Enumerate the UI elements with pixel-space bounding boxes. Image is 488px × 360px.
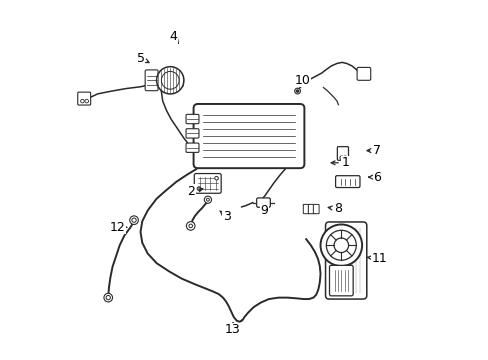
Circle shape <box>161 71 179 89</box>
Circle shape <box>339 156 343 159</box>
Circle shape <box>206 198 209 201</box>
Circle shape <box>85 99 88 103</box>
Text: 10: 10 <box>294 74 310 87</box>
Circle shape <box>106 296 110 300</box>
Circle shape <box>333 238 348 253</box>
Circle shape <box>132 218 136 222</box>
Circle shape <box>81 99 84 103</box>
FancyBboxPatch shape <box>325 222 366 299</box>
FancyBboxPatch shape <box>356 67 370 80</box>
Text: 3: 3 <box>220 210 230 223</box>
Circle shape <box>320 225 362 266</box>
Text: 13: 13 <box>224 323 241 336</box>
Circle shape <box>197 187 201 190</box>
FancyBboxPatch shape <box>308 204 313 214</box>
FancyBboxPatch shape <box>335 176 359 188</box>
Text: 4: 4 <box>169 30 178 44</box>
Text: 9: 9 <box>260 204 267 217</box>
Circle shape <box>104 293 112 302</box>
Circle shape <box>204 196 211 203</box>
FancyBboxPatch shape <box>185 129 199 138</box>
FancyBboxPatch shape <box>185 143 199 152</box>
FancyBboxPatch shape <box>145 70 158 91</box>
Circle shape <box>294 88 300 94</box>
FancyBboxPatch shape <box>313 204 319 214</box>
Text: 12: 12 <box>109 221 126 234</box>
Circle shape <box>186 222 195 230</box>
FancyBboxPatch shape <box>329 265 352 296</box>
Circle shape <box>325 230 356 260</box>
Circle shape <box>156 67 183 94</box>
Text: 7: 7 <box>366 144 381 157</box>
Text: 2: 2 <box>187 185 203 198</box>
FancyBboxPatch shape <box>78 92 90 105</box>
Circle shape <box>129 216 138 225</box>
FancyBboxPatch shape <box>194 174 221 193</box>
Circle shape <box>296 90 298 92</box>
Circle shape <box>343 156 346 159</box>
Circle shape <box>188 224 192 228</box>
Text: 1: 1 <box>330 156 349 169</box>
FancyBboxPatch shape <box>193 104 304 168</box>
Text: 5: 5 <box>136 51 149 64</box>
FancyBboxPatch shape <box>303 204 308 214</box>
Text: 11: 11 <box>367 252 386 265</box>
Text: 8: 8 <box>327 202 341 215</box>
FancyBboxPatch shape <box>256 198 270 207</box>
FancyBboxPatch shape <box>337 147 348 160</box>
Text: 6: 6 <box>368 171 380 184</box>
Circle shape <box>214 176 218 180</box>
FancyBboxPatch shape <box>185 114 199 124</box>
